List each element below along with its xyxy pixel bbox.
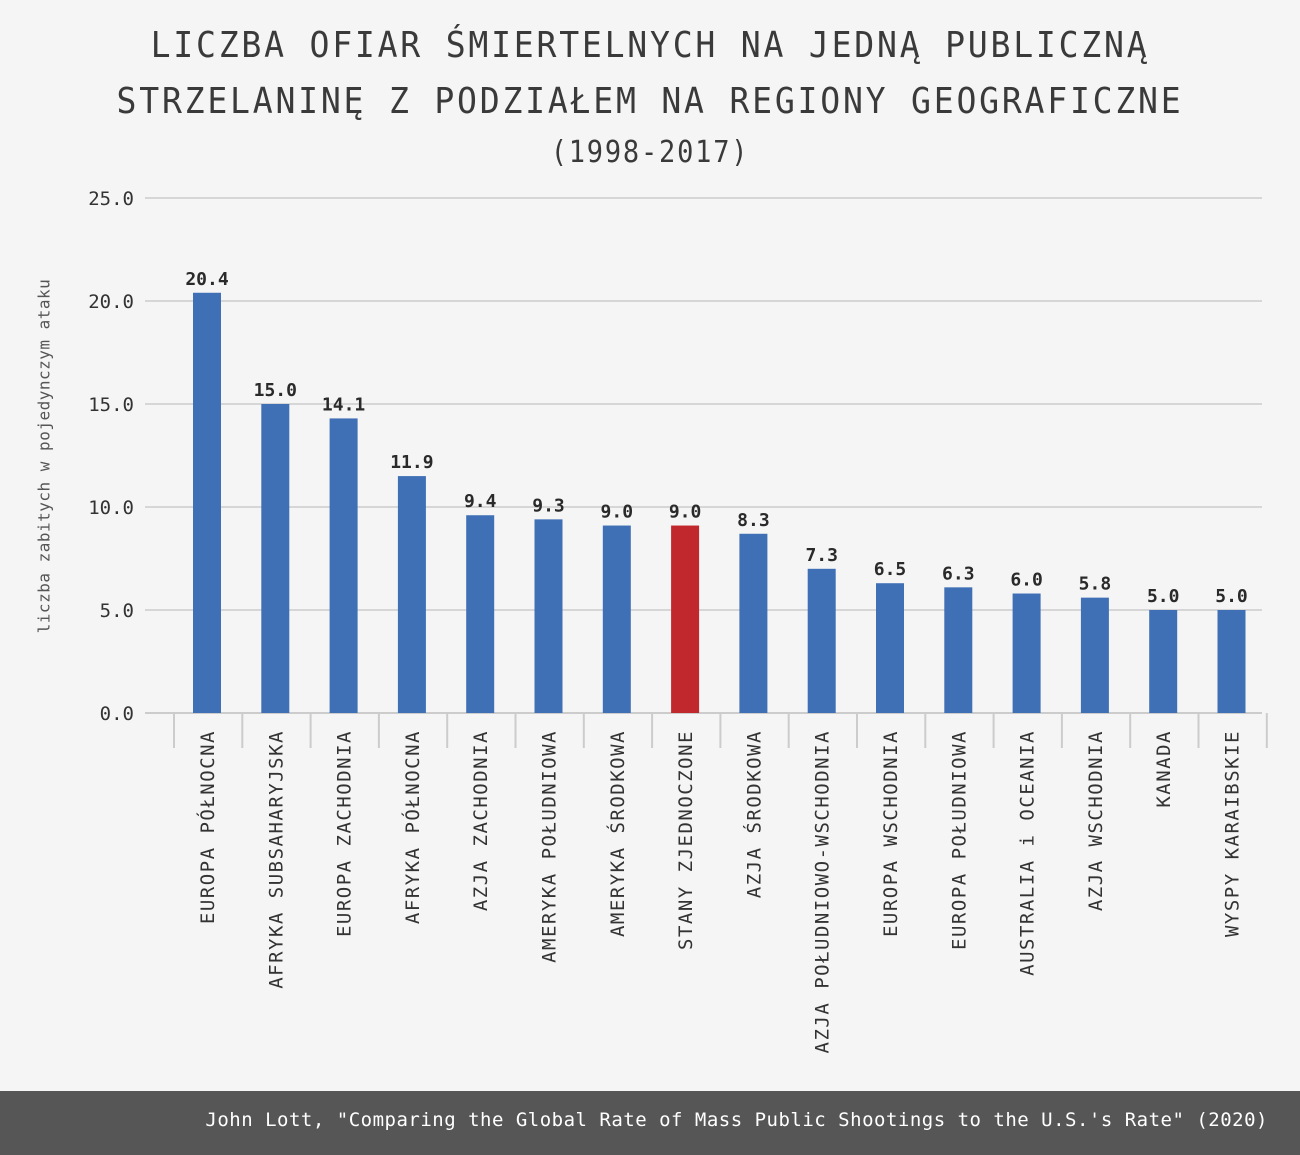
source-citation: John Lott, "Comparing the Global Rate of… [205, 1109, 1268, 1131]
data-label: 9.0 [601, 502, 634, 523]
data-label: 15.0 [254, 380, 297, 401]
x-tick-label: AZJA ŚRODKOWA [741, 730, 765, 898]
y-tick-label: 0.0 [100, 703, 134, 725]
data-label: 6.5 [874, 559, 907, 580]
x-tick-label: WYSPY KARAIBSKIE [1222, 730, 1244, 937]
x-tick-label: AUSTRALIA i OCEANIA [1017, 730, 1039, 976]
x-tick-label: AFRYKA SUBSAHARYJSKA [265, 730, 287, 989]
data-label: 6.3 [942, 563, 975, 584]
data-label: 7.3 [805, 545, 838, 566]
y-tick-label: 15.0 [88, 394, 134, 416]
x-tick-label: EUROPA PÓŁNOCNA [195, 730, 219, 924]
bar [671, 525, 700, 713]
bar [602, 525, 631, 713]
data-label: 5.0 [1215, 586, 1248, 607]
data-label: 5.0 [1147, 586, 1180, 607]
data-label: 9.3 [532, 495, 565, 516]
x-tick-label: AMERYKA ŚRODKOWA [605, 730, 629, 937]
bar [1080, 597, 1109, 713]
chart-title-line-2: STRZELANINĘ Z PODZIAŁEM NA REGIONY GEOGR… [116, 81, 1184, 122]
footer-bar: John Lott, "Comparing the Global Rate of… [0, 1091, 1300, 1155]
x-tick-label: STANY ZJEDNOCZONE [675, 730, 697, 950]
bar [1149, 610, 1178, 713]
bar [261, 404, 290, 713]
data-label: 20.4 [185, 269, 229, 290]
chart-title-block: LICZBA OFIAR ŚMIERTELNYCH NA JEDNĄ PUBLI… [0, 18, 1300, 176]
data-label: 5.8 [1079, 574, 1112, 595]
bar [1012, 593, 1041, 713]
data-label: 8.3 [737, 510, 770, 531]
bar [944, 587, 973, 713]
bar [807, 568, 836, 713]
y-tick-label: 20.0 [88, 291, 134, 313]
x-tick-label: AZJA ZACHODNIA [470, 730, 492, 911]
bar [466, 515, 495, 713]
x-tick-label: AZJA POŁUDNIOWO-WSCHODNIA [812, 730, 834, 1053]
data-label: 9.0 [669, 502, 702, 523]
bar [739, 533, 768, 713]
data-label: 6.0 [1010, 570, 1043, 591]
x-tick-label: AMERYKA POŁUDNIOWA [539, 730, 561, 963]
y-tick-label: 25.0 [88, 188, 134, 210]
bar [876, 583, 904, 713]
bar [397, 476, 426, 713]
x-tick-label: AFRYKA PÓŁNOCNA [400, 730, 424, 924]
y-tick-label: 5.0 [100, 600, 134, 622]
bar [534, 519, 563, 713]
x-tick-label: AZJA WSCHODNIA [1085, 730, 1107, 911]
chart-subtitle: (1998-2017) [550, 135, 750, 170]
bar [1217, 610, 1246, 713]
data-label: 14.1 [322, 394, 365, 415]
bar-chart: 0.0 5.0 10.0 15.0 20.0 25.0 20.4 EUROPA PÓŁNOCN… [88, 188, 1268, 1053]
x-tick-label: EUROPA POŁUDNIOWA [948, 730, 970, 950]
bar [329, 418, 358, 713]
labels-layer: 0.0 5.0 10.0 15.0 20.0 25.0 20.4 EUROPA PÓŁNOCN… [88, 188, 1248, 1053]
data-label: 9.4 [464, 491, 497, 512]
bar [193, 292, 221, 713]
x-tick-label: KANADA [1153, 730, 1175, 808]
y-tick-label: 10.0 [88, 497, 134, 519]
bars-layer [193, 292, 1246, 713]
chart-title-line-1: LICZBA OFIAR ŚMIERTELNYCH NA JEDNĄ PUBLI… [150, 25, 1150, 66]
x-tick-label: EUROPA ZACHODNIA [334, 730, 356, 937]
data-label: 11.9 [390, 452, 433, 473]
x-tick-label: EUROPA WSCHODNIA [880, 730, 902, 937]
